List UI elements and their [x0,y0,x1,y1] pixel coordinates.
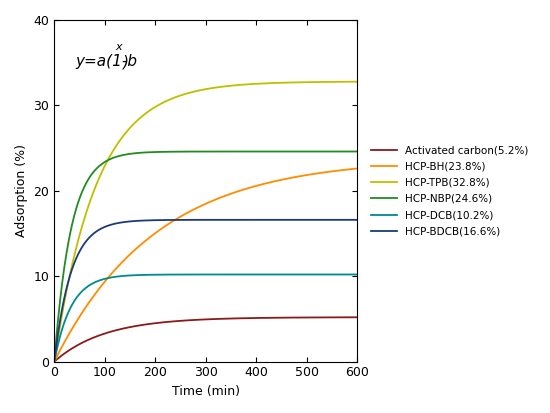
Text: x: x [115,42,122,52]
Activated carbon(5.2%) [51,359,58,364]
Activated carbon(5.2%) [290,315,296,320]
HCP-BH(23.8%) [51,359,58,364]
HCP-BH(23.8%) [199,203,205,208]
HCP-DCB(10.2%) [354,272,361,277]
HCP-NBP(24.6%) [199,149,205,154]
HCP-BDCB(16.6%) [290,217,296,222]
HCP-DCB(10.2%) [345,272,351,277]
HCP-NBP(24.6%) [345,149,351,154]
HCP-DCB(10.2%) [345,272,352,277]
HCP-NBP(24.6%) [345,149,352,154]
Activated carbon(5.2%) [345,315,352,320]
HCP-NBP(24.6%) [51,359,58,364]
Activated carbon(5.2%) [345,315,351,320]
Activated carbon(5.2%) [199,317,205,322]
HCP-NBP(24.6%) [354,149,361,154]
HCP-BDCB(16.6%) [67,274,73,279]
Text: y=a(1-b: y=a(1-b [75,54,138,69]
HCP-TPB(32.8%) [345,79,352,84]
HCP-TPB(32.8%) [345,79,351,84]
Line: HCP-DCB(10.2%): HCP-DCB(10.2%) [54,275,358,362]
HCP-NBP(24.6%) [67,233,73,238]
HCP-BH(23.8%) [345,167,352,172]
HCP-TPB(32.8%) [199,88,205,93]
Line: HCP-TPB(32.8%): HCP-TPB(32.8%) [54,82,358,362]
HCP-DCB(10.2%) [199,272,205,277]
HCP-BH(23.8%) [345,167,351,172]
HCP-BDCB(16.6%) [354,217,361,222]
HCP-BDCB(16.6%) [51,359,58,364]
HCP-DCB(10.2%) [51,359,58,364]
HCP-TPB(32.8%) [290,80,296,85]
X-axis label: Time (min): Time (min) [172,385,240,398]
HCP-NBP(24.6%) [290,149,296,154]
HCP-TPB(32.8%) [51,359,58,364]
Text: ): ) [123,54,129,69]
Activated carbon(5.2%) [190,318,197,323]
Line: HCP-NBP(24.6%): HCP-NBP(24.6%) [54,152,358,362]
Y-axis label: Adsorption (%): Adsorption (%) [15,144,28,237]
Legend: Activated carbon(5.2%), HCP-BH(23.8%), HCP-TPB(32.8%), HCP-NBP(24.6%), HCP-DCB(1: Activated carbon(5.2%), HCP-BH(23.8%), H… [366,140,534,242]
HCP-BH(23.8%) [67,330,73,335]
HCP-DCB(10.2%) [190,272,197,277]
Line: HCP-BDCB(16.6%): HCP-BDCB(16.6%) [54,220,358,362]
Line: Activated carbon(5.2%): Activated carbon(5.2%) [54,317,358,362]
HCP-TPB(32.8%) [190,89,197,94]
Activated carbon(5.2%) [354,315,361,320]
HCP-DCB(10.2%) [67,307,73,312]
HCP-BDCB(16.6%) [345,217,352,222]
Line: HCP-BH(23.8%): HCP-BH(23.8%) [54,169,358,362]
HCP-BH(23.8%) [190,207,197,212]
HCP-BDCB(16.6%) [199,217,205,222]
HCP-TPB(32.8%) [354,79,361,84]
HCP-BDCB(16.6%) [345,217,351,222]
HCP-BH(23.8%) [354,166,361,171]
HCP-NBP(24.6%) [190,149,197,154]
HCP-BH(23.8%) [290,175,296,180]
HCP-BDCB(16.6%) [190,217,197,222]
Activated carbon(5.2%) [67,347,73,352]
HCP-DCB(10.2%) [290,272,296,277]
HCP-TPB(32.8%) [67,273,73,278]
